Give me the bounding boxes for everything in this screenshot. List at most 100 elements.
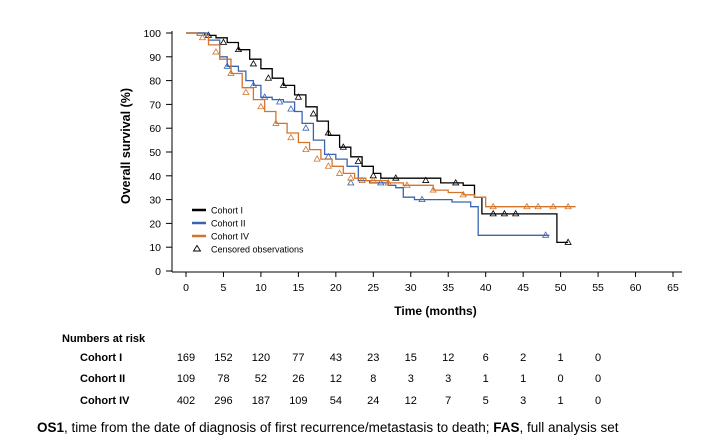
y-tick-label: 100 [143, 28, 161, 40]
risk-cell: 187 [251, 395, 271, 407]
legend-censor-label: Censored observations [211, 245, 304, 255]
risk-cell: 1 [557, 352, 564, 364]
risk-cell: 7 [445, 395, 452, 407]
censor-mark [264, 74, 273, 81]
footnote-def-fas: , full analysis set [519, 420, 619, 435]
risk-cell: 54 [329, 395, 342, 407]
y-tick-label: 40 [149, 171, 161, 183]
risk-cell: 109 [176, 373, 196, 385]
x-tick-label: 15 [293, 282, 305, 294]
risk-cell: 43 [329, 352, 342, 364]
censor-mark [392, 174, 400, 181]
censor-mark [422, 176, 430, 183]
censor-mark [287, 133, 295, 141]
censor-mark [418, 195, 426, 203]
risk-cell: 169 [176, 352, 196, 364]
risk-cell: 3 [520, 395, 527, 407]
risk-cell: 52 [254, 373, 268, 385]
y-tick-label: 80 [149, 76, 161, 88]
x-tick-label: 10 [255, 282, 267, 294]
risk-cell: 296 [214, 395, 233, 407]
censor-mark [212, 48, 220, 55]
risk-cell: 23 [367, 352, 380, 364]
x-tick-label: 30 [405, 282, 417, 294]
x-tick-label: 65 [667, 282, 679, 294]
risk-cell: 77 [292, 352, 305, 364]
y-tick-label: 50 [149, 147, 161, 159]
risk-cell: 78 [217, 373, 230, 385]
censor-mark [523, 202, 531, 210]
km-chart: 0 10 20 30 40 50 60 70 80 90 100 0 5 10 15 20 25 30 35 40 45… [119, 28, 682, 318]
censor-mark [335, 169, 344, 176]
censor-mark [313, 155, 321, 162]
risk-cell: 0 [557, 373, 564, 385]
x-tick-label: 35 [442, 282, 454, 294]
censor-mark [302, 124, 310, 131]
risk-row: Cohort I 169 152 120 77 43 23 15 12 6 2 1 0 [0, 352, 722, 368]
censor-mark [275, 98, 284, 105]
x-tick-label: 20 [330, 282, 342, 294]
footnote-def-os1: , time from the date of diagnosis of fir… [64, 420, 494, 435]
x-axis-label: Time (months) [394, 304, 476, 318]
x-tick-label: 45 [517, 282, 529, 294]
risk-cell: 0 [595, 395, 602, 407]
y-axis-label: Overall survival (%) [119, 88, 133, 204]
censor-mark [452, 178, 460, 186]
x-tick-label: 25 [367, 282, 379, 294]
censor-mark [354, 157, 363, 164]
censor-mark [511, 209, 520, 217]
footnote-term-os1: OS1 [37, 420, 65, 435]
risk-cell: 0 [595, 373, 602, 385]
risk-cell: 402 [176, 395, 196, 407]
censor-mark [377, 178, 385, 186]
censor-mark [309, 109, 318, 117]
risk-row-label: Cohort II [80, 373, 126, 385]
censor-mark [249, 59, 258, 67]
x-tick-label: 5 [221, 282, 227, 294]
censor-mark [279, 81, 288, 88]
x-tick-label: 0 [183, 282, 189, 294]
censor-mark [534, 202, 542, 210]
censor-mark [489, 209, 497, 217]
risk-row: Cohort IV 402 296 187 109 54 24 12 7 5 3 1 0 [0, 395, 722, 411]
censor-mark [384, 178, 392, 186]
censor-mark [287, 105, 295, 112]
risk-cell: 120 [251, 352, 271, 364]
risk-cell: 1 [482, 373, 489, 385]
censor-mark [257, 102, 265, 110]
y-tick-label: 10 [149, 242, 161, 254]
risk-row: Cohort II 109 78 52 26 12 8 3 3 1 1 0 0 [0, 373, 722, 389]
censor-mark [339, 143, 348, 150]
censor-mark [459, 190, 467, 198]
censor-mark [324, 162, 333, 169]
censor-mark [549, 202, 557, 210]
risk-cell: 3 [445, 373, 452, 385]
y-tick-label: 70 [149, 99, 161, 111]
censor-mark [219, 38, 228, 45]
risk-cell: 109 [289, 395, 308, 407]
censor-mark [227, 69, 235, 76]
y-tick-label: 30 [149, 195, 161, 207]
y-tick-label: 20 [149, 218, 161, 230]
footnote: OS1, time from the date of diagnosis of … [37, 420, 619, 435]
risk-cell: 24 [367, 395, 380, 407]
risk-cell: 152 [214, 352, 233, 364]
censor-mark [294, 93, 303, 100]
risk-cell: 3 [407, 373, 414, 385]
survival-curve [186, 32, 550, 236]
risk-row-label: Cohort I [80, 352, 123, 364]
survival-curve [186, 32, 576, 208]
censor-mark [347, 174, 355, 181]
censor-mark [223, 62, 231, 69]
censor-mark [272, 119, 280, 126]
x-tick-label: 60 [630, 282, 642, 294]
risk-cell: 5 [482, 395, 489, 407]
censor-mark [198, 33, 207, 41]
censor-mark [302, 145, 310, 153]
censor-mark [347, 178, 355, 186]
censor-mark [489, 202, 497, 210]
risk-row-label: Cohort IV [80, 395, 130, 407]
censor-mark [564, 202, 572, 210]
censor-mark [234, 45, 243, 53]
censor-mark [358, 176, 366, 183]
